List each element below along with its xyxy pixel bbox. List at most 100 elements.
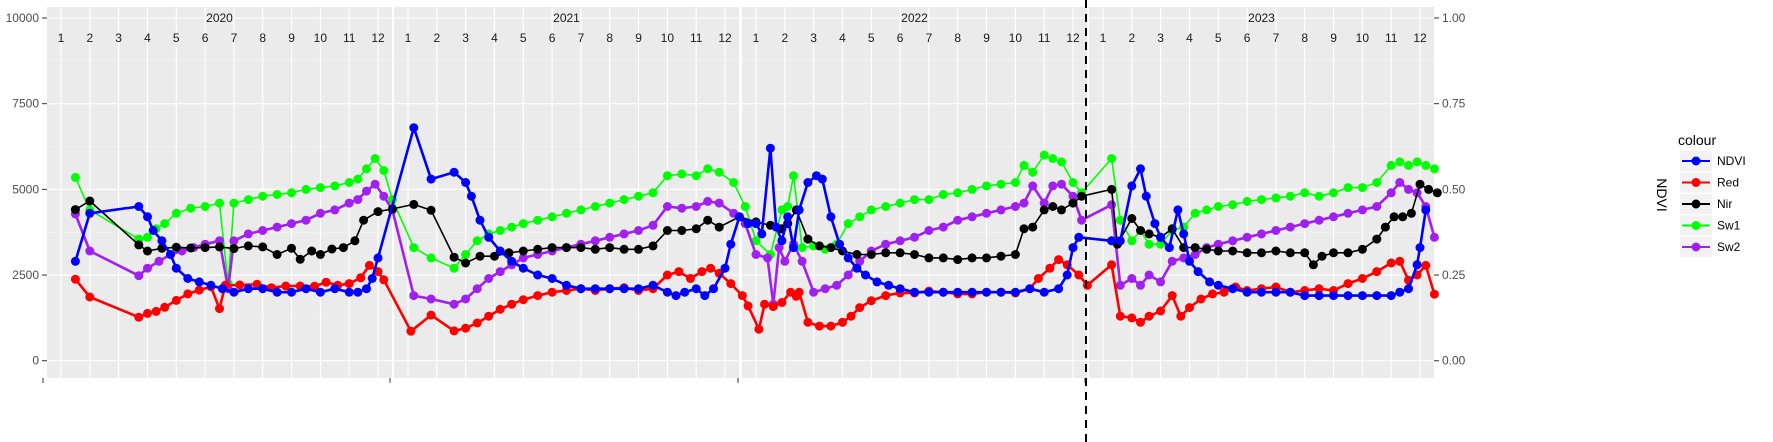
legend-label-red: Red bbox=[1717, 176, 1739, 190]
data-point-sw1 bbox=[729, 178, 739, 187]
data-point-sw2 bbox=[714, 198, 724, 208]
data-point-red bbox=[518, 295, 528, 305]
data-point-sw2 bbox=[1039, 198, 1049, 208]
data-point-sw1 bbox=[843, 219, 853, 229]
data-point-ndvi bbox=[518, 263, 528, 273]
data-point-ndvi bbox=[910, 287, 919, 297]
data-point-sw1 bbox=[518, 219, 528, 229]
data-point-ndvi bbox=[700, 291, 710, 301]
data-point-sw1 bbox=[1048, 154, 1058, 163]
data-point-sw1 bbox=[1257, 195, 1266, 205]
data-point-ndvi bbox=[206, 280, 216, 290]
month-label: 4 bbox=[839, 31, 846, 45]
data-point-sw1 bbox=[171, 208, 181, 218]
data-point-sw2 bbox=[1242, 232, 1252, 242]
data-point-nir bbox=[1317, 251, 1327, 261]
data-point-sw2 bbox=[362, 186, 371, 196]
month-label: 9 bbox=[1330, 31, 1337, 45]
data-point-ndvi bbox=[662, 287, 672, 297]
data-point-nir bbox=[1308, 260, 1318, 270]
data-point-nir bbox=[258, 242, 268, 252]
data-point-nir bbox=[1242, 248, 1252, 258]
data-point-nir bbox=[619, 244, 629, 254]
data-point-ndvi bbox=[1164, 243, 1174, 253]
data-point-sw2 bbox=[751, 250, 761, 259]
month-label: 9 bbox=[288, 31, 295, 45]
data-point-sw1 bbox=[186, 203, 196, 213]
data-point-ndvi bbox=[1068, 243, 1078, 253]
data-point-red bbox=[826, 321, 836, 331]
data-point-ndvi bbox=[1300, 291, 1310, 301]
data-point-red bbox=[183, 289, 193, 299]
data-point-nir bbox=[1077, 191, 1087, 201]
data-point-ndvi bbox=[409, 123, 419, 133]
data-point-nir bbox=[996, 251, 1006, 261]
data-point-red bbox=[215, 304, 224, 314]
data-point-sw1 bbox=[370, 154, 380, 163]
data-point-nir bbox=[307, 246, 317, 256]
month-label: 8 bbox=[606, 31, 613, 45]
data-point-red bbox=[85, 292, 95, 302]
data-point-ndvi bbox=[272, 287, 282, 297]
data-point-sw1 bbox=[160, 219, 170, 229]
month-label: 6 bbox=[202, 31, 209, 45]
data-point-nir bbox=[475, 251, 485, 261]
data-point-sw2 bbox=[1077, 215, 1087, 225]
data-point-sw1 bbox=[1202, 205, 1212, 215]
data-point-sw2 bbox=[774, 243, 784, 253]
data-point-nir bbox=[1144, 229, 1154, 239]
data-point-ndvi bbox=[843, 253, 853, 263]
month-label: 5 bbox=[1215, 31, 1222, 45]
data-point-sw1 bbox=[953, 188, 963, 198]
legend-label-nir: Nir bbox=[1717, 197, 1732, 211]
data-point-ndvi bbox=[426, 174, 436, 184]
data-point-ndvi bbox=[217, 284, 227, 294]
month-label: 2 bbox=[1128, 31, 1135, 45]
data-point-sw2 bbox=[797, 256, 807, 266]
data-point-sw2 bbox=[1010, 202, 1020, 211]
data-point-nir bbox=[605, 243, 615, 253]
data-point-ndvi bbox=[852, 263, 862, 273]
data-point-red bbox=[356, 273, 366, 283]
data-point-sw1 bbox=[797, 243, 807, 253]
data-point-sw2 bbox=[938, 222, 948, 232]
data-point-ndvi bbox=[1372, 291, 1382, 301]
data-point-red bbox=[547, 287, 557, 297]
series-line-ndvi bbox=[74, 126, 1428, 297]
data-point-sw2 bbox=[495, 267, 505, 277]
data-point-sw2 bbox=[691, 202, 701, 211]
data-point-nir bbox=[490, 251, 499, 261]
data-point-sw1 bbox=[677, 169, 687, 179]
data-point-nir bbox=[171, 242, 181, 252]
month-label: 9 bbox=[635, 31, 642, 45]
data-point-sw1 bbox=[426, 253, 436, 263]
data-point-ndvi bbox=[734, 212, 744, 222]
data-point-sw1 bbox=[1068, 178, 1078, 187]
data-point-sw1 bbox=[1190, 208, 1200, 218]
data-point-ndvi bbox=[789, 243, 798, 253]
data-point-nir bbox=[315, 250, 325, 259]
data-point-sw1 bbox=[243, 195, 253, 205]
data-point-ndvi bbox=[533, 270, 543, 280]
series-line-red bbox=[74, 258, 1436, 333]
data-point-red bbox=[310, 281, 320, 291]
data-point-red bbox=[768, 302, 778, 312]
data-point-sw1 bbox=[1343, 183, 1353, 193]
data-point-sw1 bbox=[1271, 193, 1281, 203]
data-point-nir bbox=[409, 199, 419, 209]
data-point-ndvi bbox=[777, 236, 787, 246]
data-point-nir bbox=[1213, 246, 1223, 256]
data-point-sw2 bbox=[780, 256, 790, 266]
data-point-red bbox=[777, 298, 787, 307]
data-point-sw1 bbox=[533, 215, 543, 225]
data-point-sw2 bbox=[843, 270, 853, 280]
data-point-nir bbox=[1398, 212, 1408, 222]
data-point-sw1 bbox=[1242, 196, 1252, 206]
data-point-sw2 bbox=[1404, 184, 1413, 194]
data-point-nir bbox=[143, 246, 152, 256]
data-point-sw1 bbox=[855, 212, 865, 222]
data-point-nir bbox=[547, 243, 557, 253]
y-right-tick-label: 0.50 bbox=[1442, 182, 1466, 196]
data-point-ndvi bbox=[817, 174, 827, 184]
data-point-nir bbox=[1028, 222, 1038, 232]
